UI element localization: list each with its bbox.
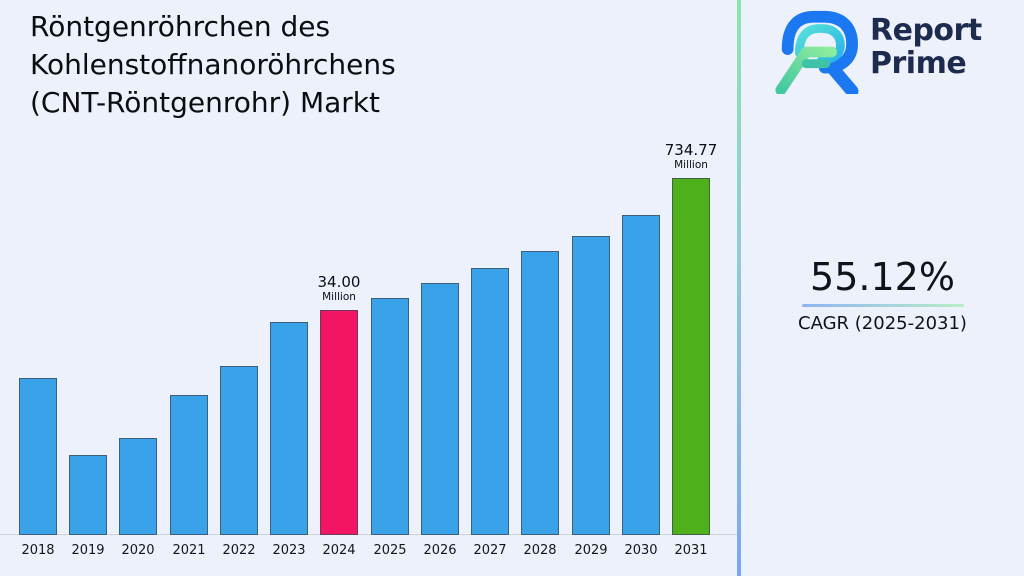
bar-2020 xyxy=(119,438,157,535)
bar-2019 xyxy=(69,455,107,535)
brand-logo: Report Prime xyxy=(768,8,982,94)
cagr-underline xyxy=(801,304,964,307)
bar-2021 xyxy=(170,395,208,535)
value-label-2031: 734.77 Million xyxy=(643,141,739,172)
x-tick-label-2019: 2019 xyxy=(71,543,105,558)
bar-2025 xyxy=(371,298,409,535)
x-tick-label-2028: 2028 xyxy=(523,543,557,558)
title-line-1: Röntgenröhrchen des xyxy=(30,10,331,43)
bar-2027 xyxy=(471,268,509,535)
x-tick-label-2024: 2024 xyxy=(322,543,356,558)
bar-2029 xyxy=(572,236,610,535)
value-label-number-2024: 34.00 xyxy=(317,273,361,291)
value-label-2024: 34.00 Million xyxy=(291,273,387,304)
bar-chart: 2018 2019 2020 2021 2022 2023 2024 34.00 Million… xyxy=(0,141,739,558)
bar-2022 xyxy=(220,366,258,535)
logo-text-report: Report xyxy=(870,13,982,48)
title-line-3: (CNT-Röntgenrohr) Markt xyxy=(30,86,380,119)
x-tick-label-2022: 2022 xyxy=(222,543,256,558)
x-tick-label-2031: 2031 xyxy=(674,543,708,558)
x-tick-label-2021: 2021 xyxy=(172,543,206,558)
report-prime-logo-icon xyxy=(775,10,859,94)
x-tick-label-2018: 2018 xyxy=(21,543,55,558)
cagr-value: 55.12% xyxy=(810,255,955,299)
value-label-unit-2024: Million xyxy=(322,291,356,303)
bar-2018 xyxy=(19,378,57,535)
x-tick-label-2027: 2027 xyxy=(473,543,507,558)
bar-2023 xyxy=(270,322,308,535)
x-tick-label-2030: 2030 xyxy=(624,543,658,558)
value-label-unit-2031: Million xyxy=(674,159,708,171)
panel-divider xyxy=(737,0,741,576)
x-tick-label-2025: 2025 xyxy=(373,543,407,558)
right-panel: Report Prime 55.12% CAGR (2025-2031) xyxy=(741,0,1024,576)
cagr-label: CAGR (2025-2031) xyxy=(798,313,967,334)
x-tick-label-2026: 2026 xyxy=(423,543,457,558)
report-prime-logo-text: Report Prime xyxy=(870,8,982,80)
x-tick-label-2020: 2020 xyxy=(121,543,155,558)
x-tick-label-2029: 2029 xyxy=(574,543,608,558)
bar-2030 xyxy=(622,215,660,535)
logo-text-prime: Prime xyxy=(870,46,967,81)
x-tick-label-2023: 2023 xyxy=(272,543,306,558)
x-axis-baseline xyxy=(0,534,737,535)
cagr-block: 55.12% CAGR (2025-2031) xyxy=(741,255,1024,334)
bar-2026 xyxy=(421,283,459,535)
title-line-2: Kohlenstoffnanoröhrchens xyxy=(30,48,396,81)
value-label-number-2031: 734.77 xyxy=(664,141,718,159)
bar-2028 xyxy=(521,251,559,535)
bar-2031 xyxy=(672,178,710,535)
bar-2024 xyxy=(320,310,358,535)
page-title: Röntgenröhrchen des Kohlenstoffnanoröhrc… xyxy=(30,8,396,122)
